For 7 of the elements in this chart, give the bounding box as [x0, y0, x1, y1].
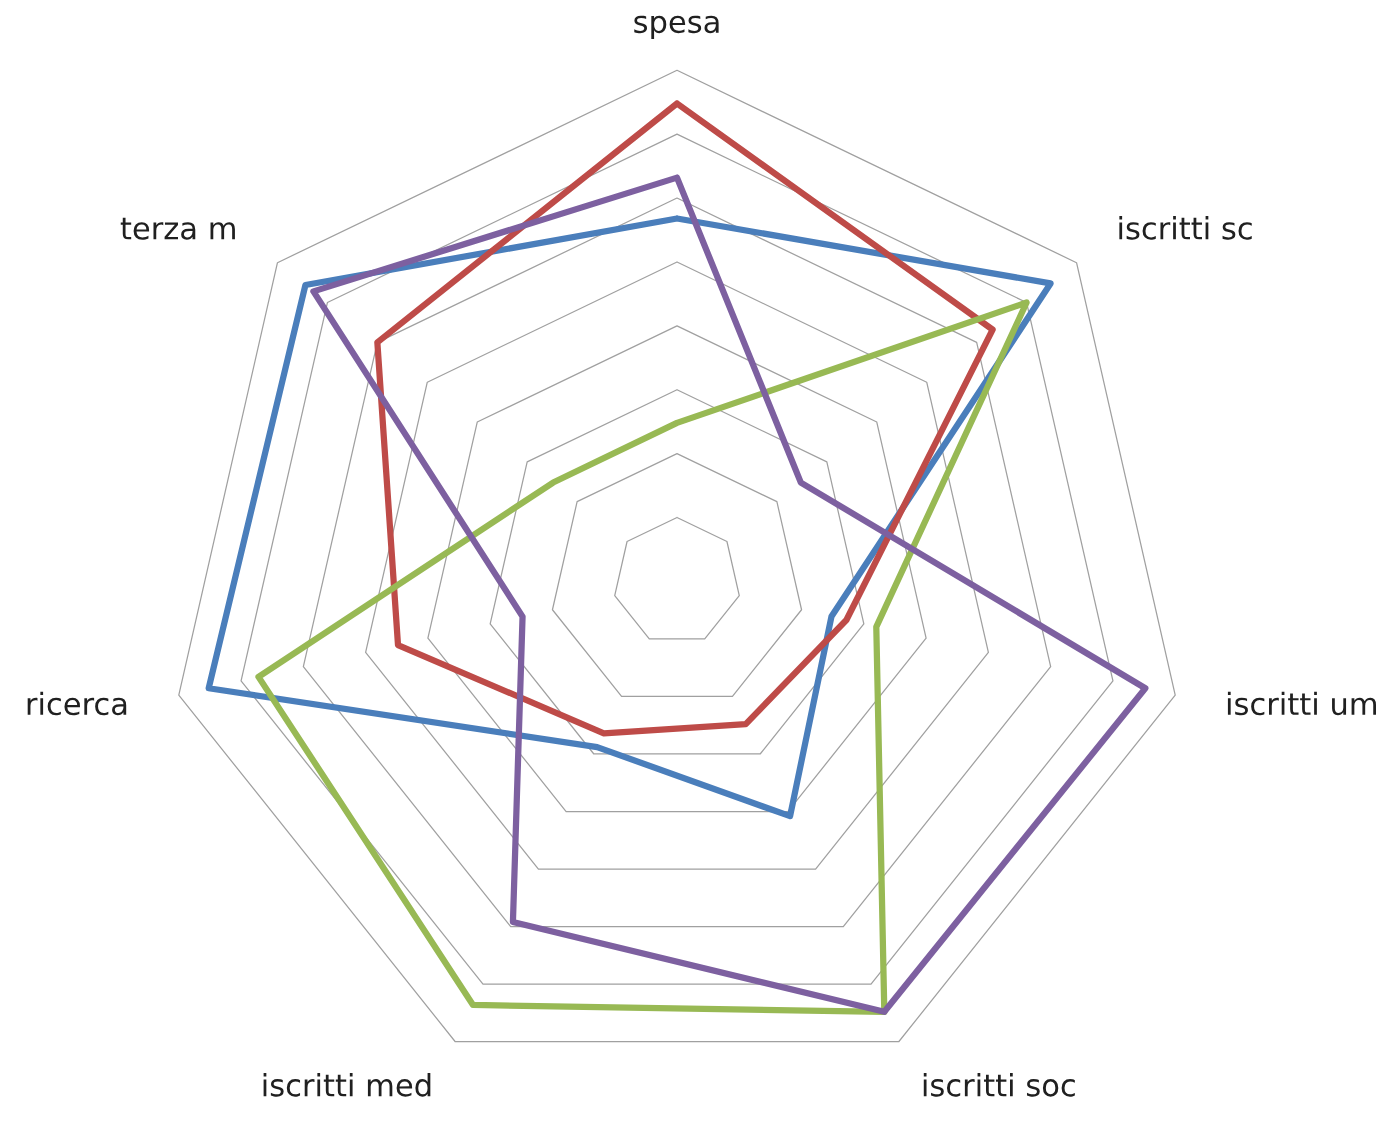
spoke-label: spesa	[634, 15, 719, 40]
spoke-label: ricerca	[27, 691, 127, 716]
spoke-label: iscritti soc	[923, 1073, 1075, 1097]
spoke-label: terza m	[120, 217, 235, 240]
spoke-label: iscritti med	[263, 1073, 431, 1097]
spoke-label: iscritti sc	[1119, 216, 1252, 240]
spoke-label: iscritti um	[1227, 691, 1376, 716]
